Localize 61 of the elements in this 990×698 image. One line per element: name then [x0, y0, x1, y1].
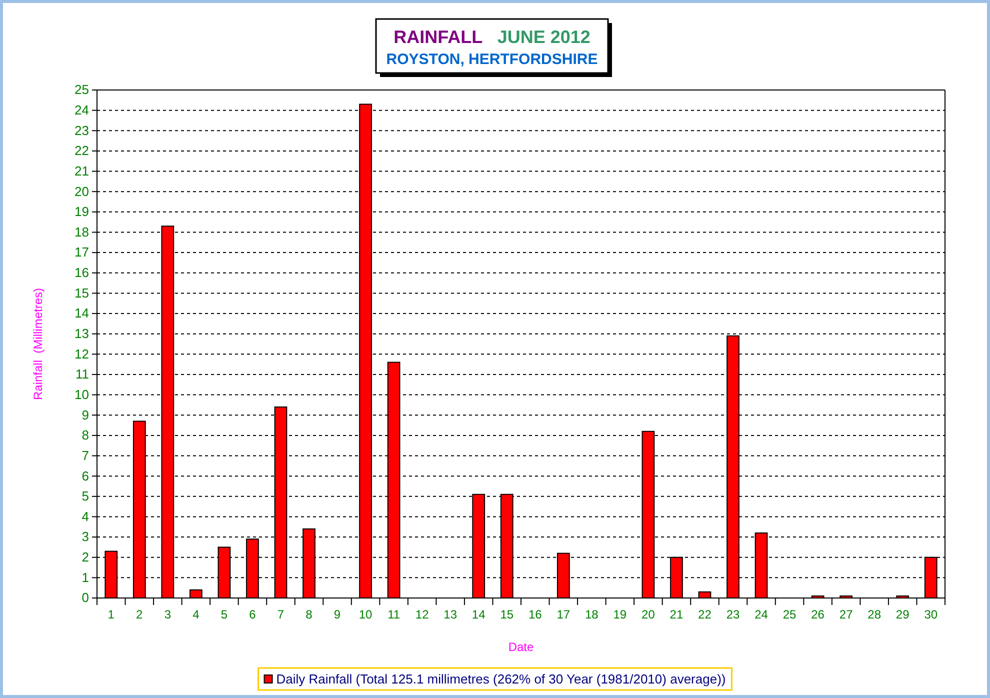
- x-tick-label: 19: [613, 608, 627, 622]
- y-tick-label: 16: [74, 265, 89, 280]
- x-tick-label: 17: [556, 608, 570, 622]
- x-tick-label: 9: [334, 608, 341, 622]
- y-tick-label: 5: [82, 488, 89, 504]
- y-tick-label: 8: [82, 428, 89, 443]
- y-tick-label: 14: [74, 306, 89, 321]
- chart-subtitle: ROYSTON, HERTFORDSHIRE: [386, 51, 598, 68]
- y-tick-label: 15: [74, 285, 89, 300]
- y-tick-label: 19: [74, 204, 89, 220]
- x-tick-label: 1: [108, 608, 115, 622]
- y-tick-label: 18: [74, 224, 89, 240]
- y-tick-label: 13: [74, 326, 89, 341]
- y-tick-label: 9: [82, 407, 89, 422]
- x-tick-label: 11: [388, 608, 400, 622]
- x-tick-label: 3: [164, 608, 172, 622]
- x-tick-label: 15: [500, 608, 514, 622]
- x-tick-label: 30: [924, 608, 938, 622]
- legend-label: Daily Rainfall (Total 125.1 millimetres (262% of 30 Year (1981/2010) average)): [276, 672, 726, 686]
- y-tick-label: 2: [82, 550, 89, 565]
- y-tick-label: 17: [74, 244, 89, 260]
- y-tick-label: 24: [74, 102, 89, 118]
- x-tick-label: 6: [249, 608, 256, 622]
- y-tick-label: 12: [74, 346, 89, 362]
- y-axis-title: Rainfall (Millimetres): [31, 288, 45, 400]
- x-tick-label: 8: [306, 608, 313, 622]
- x-tick-label: 7: [277, 608, 284, 622]
- x-tick-label: 20: [642, 608, 656, 622]
- x-tick-label: 12: [415, 608, 430, 622]
- x-tick-label: 10: [358, 608, 373, 622]
- x-tick-label: 22: [698, 608, 712, 622]
- y-tick-label: 25: [74, 82, 89, 98]
- y-tick-label: 20: [74, 184, 89, 199]
- y-tick-label: 10: [74, 386, 89, 402]
- y-tick-label: 1: [82, 570, 89, 585]
- x-tick-label: 26: [811, 608, 825, 622]
- x-tick-label: 23: [726, 608, 740, 622]
- y-tick-label: 11: [76, 366, 89, 382]
- y-tick-label: 22: [74, 143, 89, 158]
- y-tick-label: 3: [82, 529, 89, 544]
- x-tick-label: 2: [136, 608, 144, 622]
- x-tick-label: 18: [584, 608, 599, 622]
- x-tick-label: 27: [839, 608, 854, 622]
- x-tick-label: 14: [472, 608, 486, 622]
- y-tick-label: 4: [82, 508, 89, 524]
- x-tick-label: 29: [896, 608, 910, 622]
- x-tick-label: 4: [192, 608, 200, 622]
- x-tick-label: 24: [754, 608, 768, 622]
- y-tick-label: 21: [74, 163, 89, 178]
- y-tick-label: 23: [74, 122, 89, 138]
- chart-title: RAINFALL JUNE 2012: [394, 27, 590, 47]
- x-tick-label: 5: [220, 608, 228, 622]
- x-tick-label: 13: [444, 608, 458, 622]
- x-tick-label: 25: [782, 608, 797, 622]
- x-tick-label: 28: [868, 608, 882, 622]
- y-tick-label: 7: [82, 448, 89, 463]
- y-tick-label: 0: [82, 590, 89, 606]
- x-tick-label: 16: [528, 608, 542, 622]
- x-tick-label: 21: [670, 608, 684, 622]
- y-tick-label: 6: [82, 468, 89, 484]
- x-axis-title: Date: [508, 640, 534, 654]
